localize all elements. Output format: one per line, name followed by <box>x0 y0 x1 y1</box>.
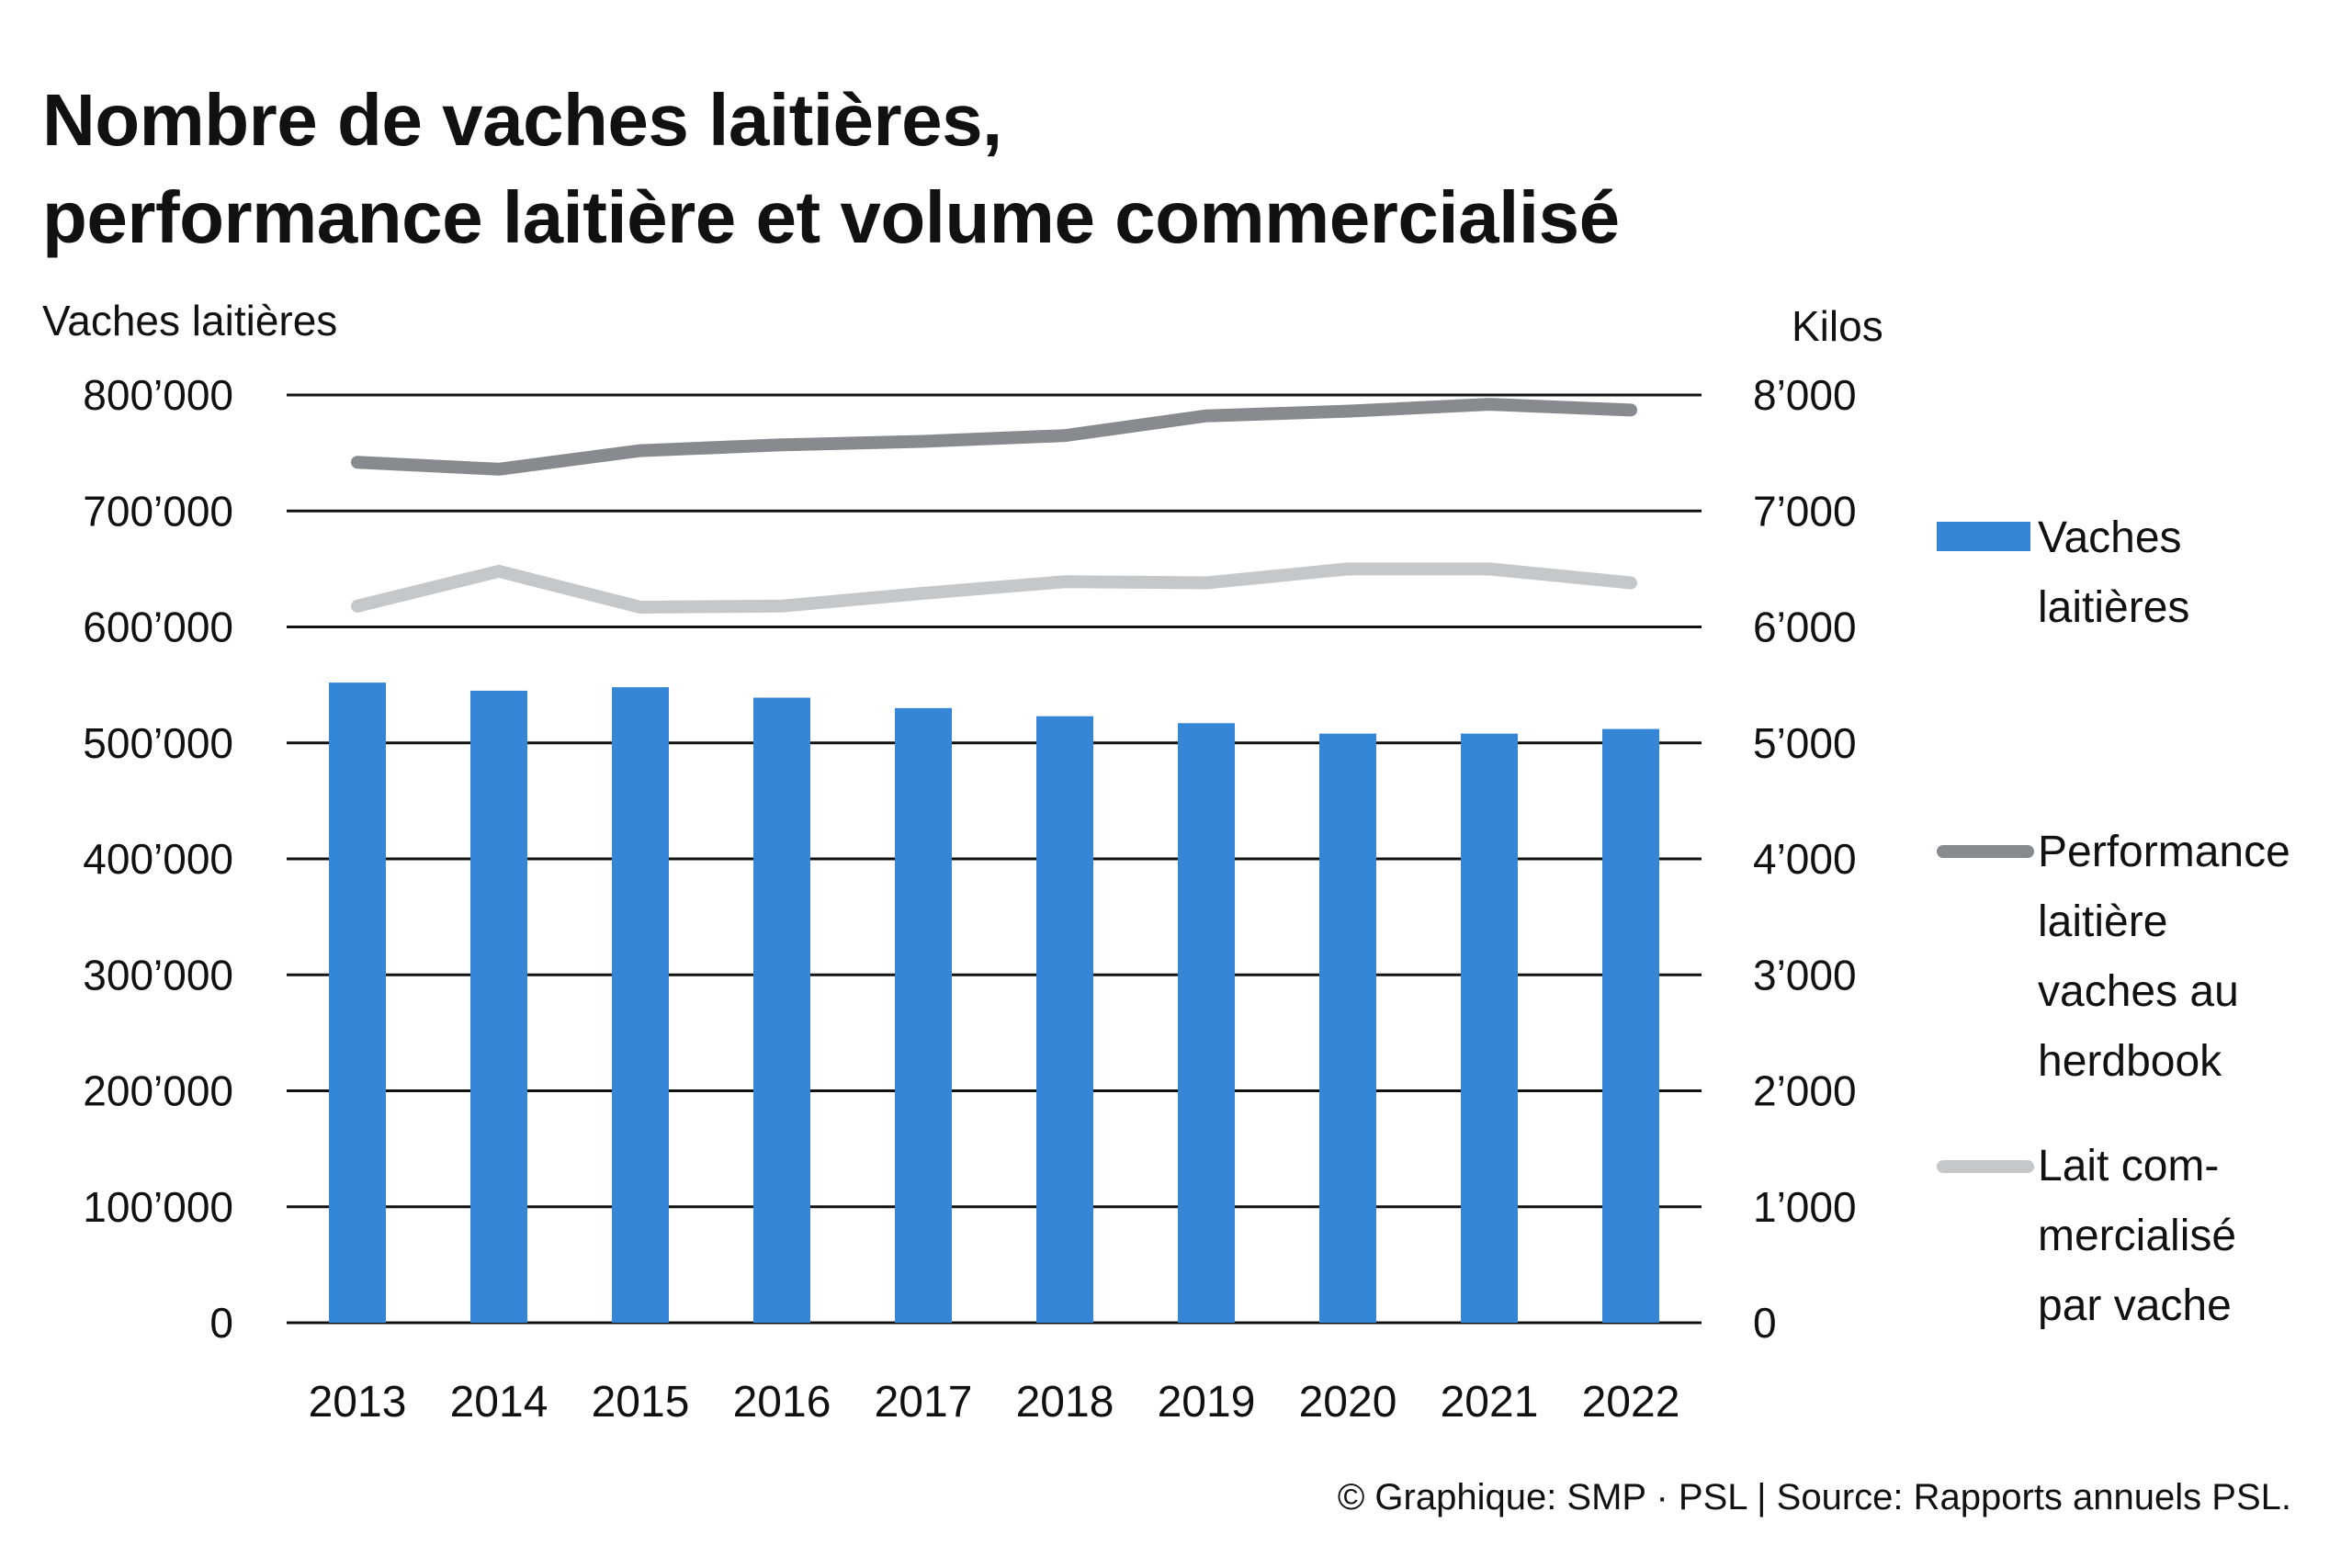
x-tick-label: 2018 <box>1016 1378 1114 1427</box>
bars <box>329 682 1659 1323</box>
bar-vaches-2018 <box>1036 716 1093 1323</box>
x-tick-labels: 2013 2014 2015 2016 2017 2018 2019 2020 2021 2022 <box>309 1378 1680 1427</box>
right-tick-label: 5’000 <box>1753 719 1857 767</box>
source-footer: © Graphique: SMP · PSL | Source: Rapport… <box>1337 1477 2291 1517</box>
left-axis-title: Vaches laitières <box>42 297 338 344</box>
bar-vaches-2015 <box>612 687 669 1323</box>
lines <box>351 398 1637 615</box>
right-tick-labels: 0 1’000 2’000 3’000 4’000 5’000 6’000 7’000 8’00… <box>1753 371 1857 1347</box>
legend-label-performance: Performance laitière vaches au herdbook <box>2038 818 2290 1097</box>
legend-key-performance <box>1937 845 2034 858</box>
bar-vaches-2021 <box>1461 733 1518 1323</box>
legend-label-bar: Vaches laitières <box>2038 503 2189 643</box>
left-tick-label: 100’000 <box>83 1183 233 1231</box>
x-tick-label: 2014 <box>450 1378 548 1427</box>
line-performance-laitiere <box>351 398 1637 476</box>
left-tick-label: 800’000 <box>83 371 233 419</box>
right-axis-title: Kilos <box>1792 302 1883 350</box>
bar-vaches-2016 <box>753 697 810 1323</box>
bar-vaches-2014 <box>470 690 527 1323</box>
bar-vaches-2017 <box>895 707 952 1323</box>
legend-key-bar <box>1937 522 2030 551</box>
x-tick-label: 2020 <box>1299 1378 1397 1427</box>
x-tick-label: 2021 <box>1441 1378 1539 1427</box>
x-tick-label: 2013 <box>309 1378 407 1427</box>
bar-vaches-2022 <box>1602 728 1659 1323</box>
legend-performance-line-2: laitière <box>2038 897 2168 946</box>
bar-vaches-2019 <box>1178 723 1235 1323</box>
left-tick-label: 500’000 <box>83 719 233 767</box>
x-tick-label: 2019 <box>1158 1378 1256 1427</box>
chart-title-line-1: Nombre de vaches laitières, <box>42 79 1002 161</box>
legend-performance-line-4: herdbook <box>2038 1037 2222 1086</box>
left-tick-label: 200’000 <box>83 1067 233 1115</box>
right-tick-label: 6’000 <box>1753 604 1857 651</box>
right-tick-label: 3’000 <box>1753 951 1857 998</box>
legend-key-lait <box>1937 1160 2034 1173</box>
left-tick-label: 0 <box>209 1299 233 1347</box>
x-tick-label: 2016 <box>733 1378 831 1427</box>
right-tick-label: 8’000 <box>1753 371 1857 419</box>
x-tick-label: 2015 <box>592 1378 690 1427</box>
legend-bar-line-1: Vaches <box>2038 513 2182 562</box>
left-tick-label: 400’000 <box>83 835 233 883</box>
left-tick-label: 700’000 <box>83 487 233 535</box>
bar-vaches-2013 <box>329 682 386 1323</box>
bar-vaches-2020 <box>1319 733 1376 1323</box>
legend-performance-line-3: vaches au <box>2038 967 2239 1016</box>
right-tick-label: 4’000 <box>1753 835 1857 883</box>
right-tick-label: 2’000 <box>1753 1067 1857 1115</box>
x-tick-label: 2022 <box>1582 1378 1680 1427</box>
left-tick-labels: 0 100’000 200’000 300’000 400’000 500’000 600’… <box>83 371 233 1347</box>
right-tick-label: 7’000 <box>1753 487 1857 535</box>
line-lait-commercialise <box>351 562 1637 615</box>
legend-lait-line-2: mercialisé <box>2038 1212 2237 1260</box>
left-tick-label: 600’000 <box>83 604 233 651</box>
x-tick-label: 2017 <box>875 1378 973 1427</box>
legend-label-lait: Lait com- mercialisé par vache <box>2038 1132 2236 1341</box>
legend-performance-line-1: Performance <box>2038 828 2290 876</box>
right-tick-label: 0 <box>1753 1299 1777 1347</box>
right-tick-label: 1’000 <box>1753 1183 1857 1231</box>
legend-lait-line-1: Lait com- <box>2038 1142 2220 1190</box>
legend-bar-line-2: laitières <box>2038 583 2190 632</box>
chart-title: Nombre de vaches laitières, performance … <box>42 72 1620 266</box>
left-tick-label: 300’000 <box>83 951 233 998</box>
legend-lait-line-3: par vache <box>2038 1281 2232 1330</box>
chart-title-line-2: performance laitière et volume commercia… <box>42 176 1620 258</box>
